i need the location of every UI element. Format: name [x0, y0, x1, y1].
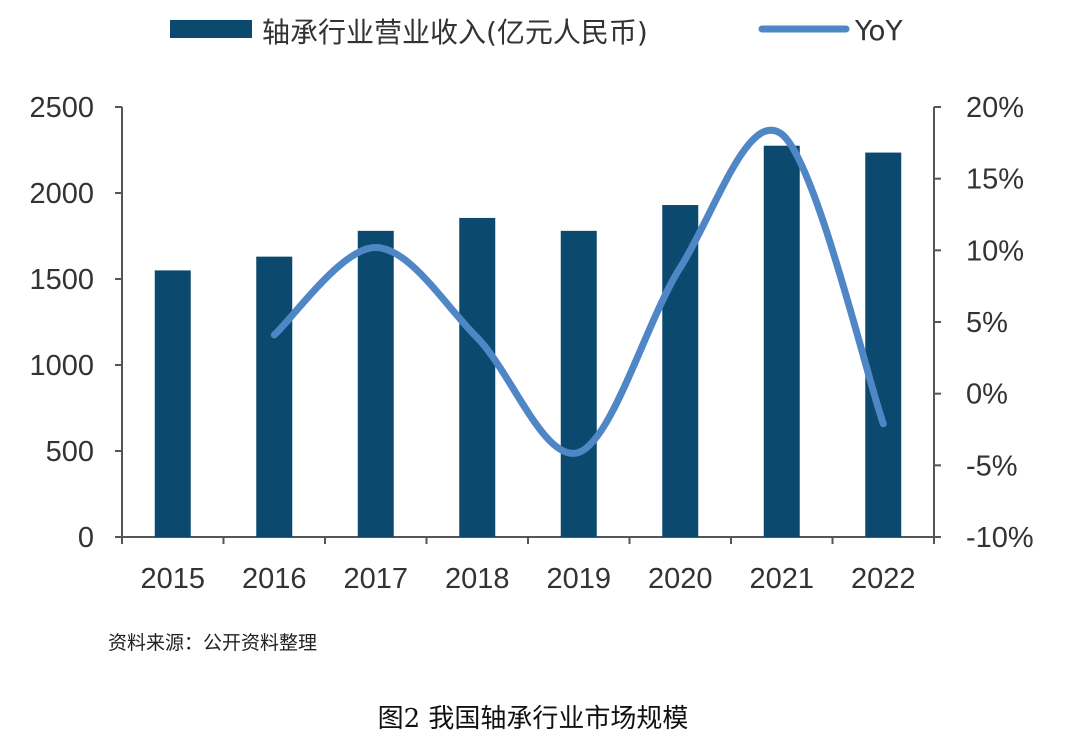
bar-revenue — [662, 205, 699, 538]
y-right-tick-label: -5% — [966, 450, 1018, 482]
chart: 轴承行业营业收入(亿元人民币) YoY 0 500 1000 1500 2000 2500… — [29, 14, 1033, 595]
x-tick-label: 2020 — [648, 563, 713, 595]
bar-revenue — [763, 145, 800, 537]
y-left-tick-label: 2500 — [29, 92, 94, 124]
bar-revenue — [256, 256, 293, 537]
legend-label-revenue: 轴承行业营业收入(亿元人民币) — [262, 16, 648, 49]
x-tick-label: 2016 — [242, 563, 307, 595]
y-right-tick-label: 15% — [966, 164, 1024, 196]
yoy-line — [270, 126, 887, 457]
legend-label-yoy: YoY — [854, 14, 904, 47]
y-right-tick-label: -10% — [966, 522, 1034, 554]
y-left-tick-label: 0 — [78, 522, 94, 554]
y-right-tick-label: 20% — [966, 92, 1024, 124]
legend-swatch-revenue — [170, 20, 252, 38]
x-tick-label: 2018 — [445, 563, 510, 595]
y-left-tick-label: 1500 — [29, 264, 94, 296]
y-right-tick-label: 5% — [966, 307, 1008, 339]
y-left-tick-label: 2000 — [29, 178, 94, 210]
bar-revenue — [459, 217, 496, 537]
x-tick-label: 2017 — [343, 563, 408, 595]
y-right-tick-label: 0% — [966, 379, 1008, 411]
y-right-tick-label: 10% — [966, 235, 1024, 267]
y-left-tick-label: 1000 — [29, 350, 94, 382]
bar-revenue — [357, 230, 394, 537]
axes: 0 500 1000 1500 2000 2500 -10% -5% 0% 5% 10% 15% 20%… — [29, 92, 1033, 595]
x-tick-label: 2021 — [749, 563, 814, 595]
source-note: 资料来源：公开资料整理 — [108, 632, 318, 654]
yoy-line-layer — [270, 126, 887, 457]
figure-caption: 图2 我国轴承行业市场规模 — [377, 704, 689, 734]
y-left-tick-label: 500 — [46, 436, 94, 468]
bar-revenue — [560, 230, 597, 537]
legend: 轴承行业营业收入(亿元人民币) YoY — [170, 14, 904, 49]
x-tick-label: 2022 — [851, 563, 916, 595]
bar-revenue — [865, 152, 902, 537]
x-tick-label: 2019 — [546, 563, 611, 595]
bars — [154, 145, 902, 538]
x-tick-label: 2015 — [140, 563, 205, 595]
bar-revenue — [154, 270, 191, 537]
